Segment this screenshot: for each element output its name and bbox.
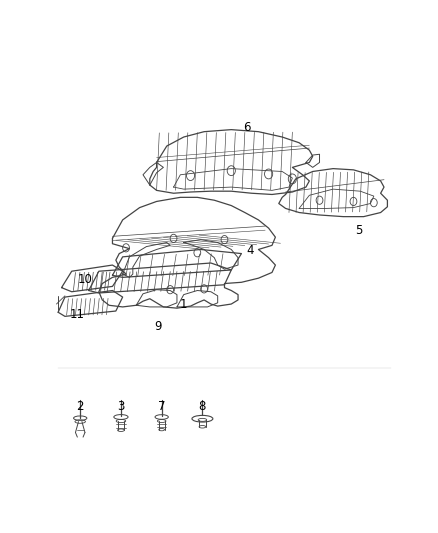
Text: 2: 2 xyxy=(77,400,84,413)
Text: 9: 9 xyxy=(155,320,162,333)
Text: 3: 3 xyxy=(117,400,125,413)
Text: 5: 5 xyxy=(355,224,362,237)
Text: 11: 11 xyxy=(69,308,84,321)
Text: 4: 4 xyxy=(246,244,254,257)
Text: 6: 6 xyxy=(243,121,250,134)
Text: 10: 10 xyxy=(78,273,93,286)
Text: 1: 1 xyxy=(180,297,187,311)
Text: 8: 8 xyxy=(199,400,206,413)
Text: 7: 7 xyxy=(158,400,166,413)
